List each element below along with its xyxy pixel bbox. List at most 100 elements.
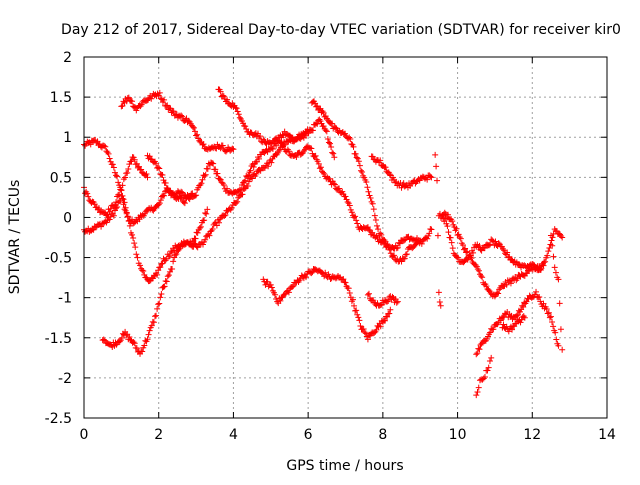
data-point [384,313,391,320]
data-point [236,114,243,121]
data-point [549,242,556,249]
data-point [201,217,208,224]
data-point [116,338,123,345]
data-point [110,164,117,171]
data-point [139,267,146,274]
data-point [148,95,155,102]
data-point [164,185,171,192]
data-point [155,201,162,208]
data-point [545,248,552,255]
data-point [163,102,170,109]
data-point [153,312,160,319]
data-point [523,270,530,277]
data-point [424,176,431,183]
data-point [432,151,439,158]
data-point [253,170,260,177]
data-point [138,101,145,108]
data-point [355,314,362,321]
data-point [233,200,240,207]
data-point [394,244,401,251]
data-point [557,326,564,333]
data-point [470,249,477,256]
x-tick-label: 8 [378,427,387,443]
data-point [314,158,321,165]
data-point [558,233,565,240]
data-point [553,336,560,343]
data-point [540,300,547,307]
data-point [237,187,244,194]
x-tick-label: 10 [449,427,467,443]
data-point [356,162,363,169]
data-point [476,346,483,353]
data-point [125,166,132,173]
data-point [282,141,289,148]
data-point [386,246,393,253]
data-point [156,300,163,307]
data-point [394,298,401,305]
data-point [118,335,125,342]
data-point [353,154,360,161]
data-point [107,205,114,212]
data-point [220,182,227,189]
data-point [382,164,389,171]
data-point [122,204,129,211]
data-point [456,234,463,241]
data-point [129,216,136,223]
data-point [365,290,372,297]
data-point [555,276,562,283]
data-point [189,190,196,197]
data-point [391,252,398,259]
data-point [190,124,197,131]
data-point [547,313,554,320]
data-point [324,136,331,143]
data-point [453,225,460,232]
data-point [161,96,168,103]
data-point [87,141,94,148]
data-point [204,206,211,213]
data-point [354,155,361,162]
data-point [444,223,451,230]
data-point [178,188,185,195]
data-point [146,153,153,160]
data-point [212,166,219,173]
y-tick-label: -2.5 [45,411,72,427]
data-point [486,358,493,365]
data-point [117,186,124,193]
data-point [249,175,256,182]
data-point [437,302,444,309]
data-point [113,172,120,179]
data-point [340,276,347,283]
data-point [209,225,216,232]
data-point [349,296,356,303]
data-point [344,198,351,205]
data-point [305,130,312,137]
data-point [333,125,340,132]
data-point [162,180,169,187]
data-point [144,336,151,343]
data-point [426,230,433,237]
data-point [350,143,357,150]
data-point [155,267,162,274]
data-point [351,302,358,309]
data-point [449,218,456,225]
y-tick-label: -1 [58,291,72,307]
data-point [487,241,494,248]
data-point [154,305,161,312]
data-point [370,206,377,213]
data-point [341,130,348,137]
data-point [441,209,448,216]
x-tick-label: 14 [598,427,616,443]
data-point [331,181,338,188]
data-point [336,185,343,192]
data-point [357,167,364,174]
data-point [486,242,493,249]
data-point [328,144,335,151]
data-point [158,261,165,268]
data-point [352,213,359,220]
data-point [222,148,229,155]
data-point [273,142,280,149]
data-point [325,139,332,146]
data-point [105,150,112,157]
data-point [239,191,246,198]
data-point [242,177,249,184]
